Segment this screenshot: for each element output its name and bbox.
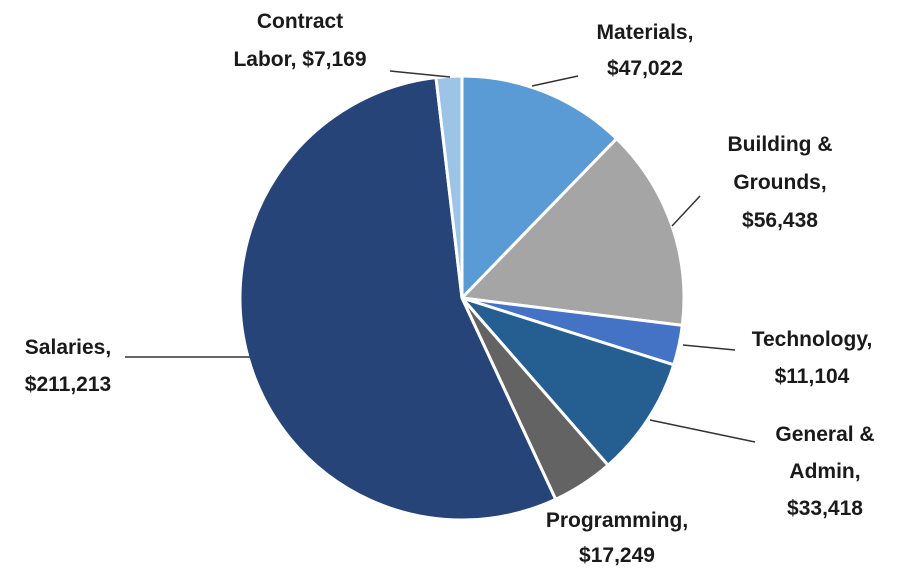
- slice-label: Contract Labor, $7,169: [233, 10, 366, 71]
- slice: [460, 74, 619, 300]
- pie: [238, 74, 686, 522]
- leader-line: [389, 70, 451, 78]
- slice: [460, 296, 676, 467]
- leader-line: [671, 195, 701, 227]
- leader-line: [682, 344, 736, 351]
- slice-label: Building & Grounds, $56,438: [728, 133, 833, 232]
- slice-label: Programming, $17,249: [546, 509, 688, 567]
- leader-line: [649, 419, 756, 443]
- slice-label: Materials, $47,022: [597, 21, 694, 80]
- leader-line: [531, 75, 579, 87]
- slice: [238, 76, 558, 522]
- slice: [460, 137, 686, 327]
- slice-label: General & Admin, $33,418: [775, 423, 874, 520]
- slice-label: Salaries, $211,213: [25, 336, 111, 396]
- labels: Materials, $47,022 Building & Grounds, $56,4…: [25, 10, 875, 567]
- slice-label: Technology, $11,104: [752, 328, 873, 388]
